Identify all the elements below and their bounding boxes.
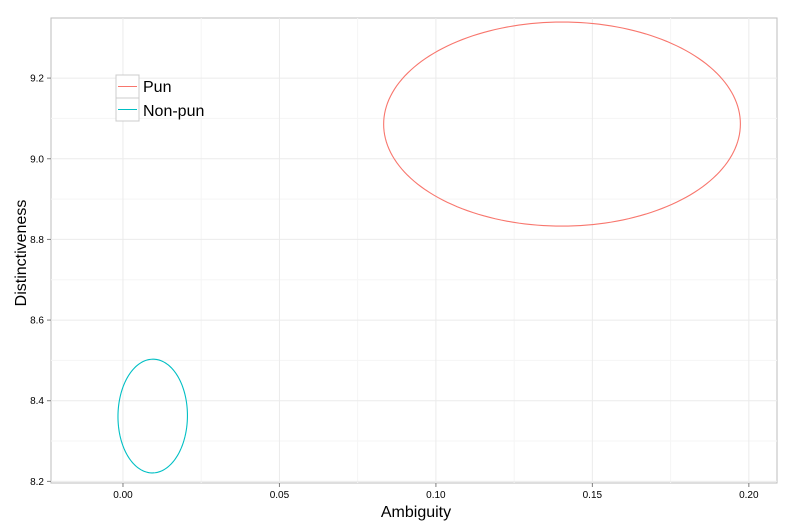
legend-label-pun: Pun	[143, 79, 171, 96]
legend: Pun Non-pun	[115, 74, 204, 122]
x-tick-label: 0.15	[583, 490, 603, 501]
series-layer	[117, 21, 741, 474]
y-tick-label: 9.0	[30, 154, 44, 165]
y-tick-label: 8.4	[30, 396, 44, 407]
grid-minor	[51, 18, 777, 483]
y-axis: 8.2 8.4 8.6 8.8 9.0 9.2	[30, 74, 51, 488]
ellipse-pun	[383, 21, 741, 227]
y-axis-title: Distinctiveness	[13, 200, 30, 307]
y-tick-label: 8.2	[30, 477, 44, 488]
x-axis-title: Ambiguity	[381, 504, 451, 521]
y-tick-label: 9.2	[30, 74, 44, 85]
plot-panel	[50, 17, 778, 484]
x-tick-label: 0.05	[270, 490, 290, 501]
y-tick-label: 8.8	[30, 235, 44, 246]
x-tick-label: 0.00	[113, 490, 133, 501]
x-tick-label: 0.10	[426, 490, 446, 501]
y-tick-label: 8.6	[30, 316, 44, 327]
legend-label-non-pun: Non-pun	[143, 103, 204, 120]
ellipse-non-pun	[117, 358, 188, 474]
x-axis: 0.00 0.05 0.10 0.15 0.20	[113, 483, 759, 501]
x-tick-label: 0.20	[739, 490, 759, 501]
